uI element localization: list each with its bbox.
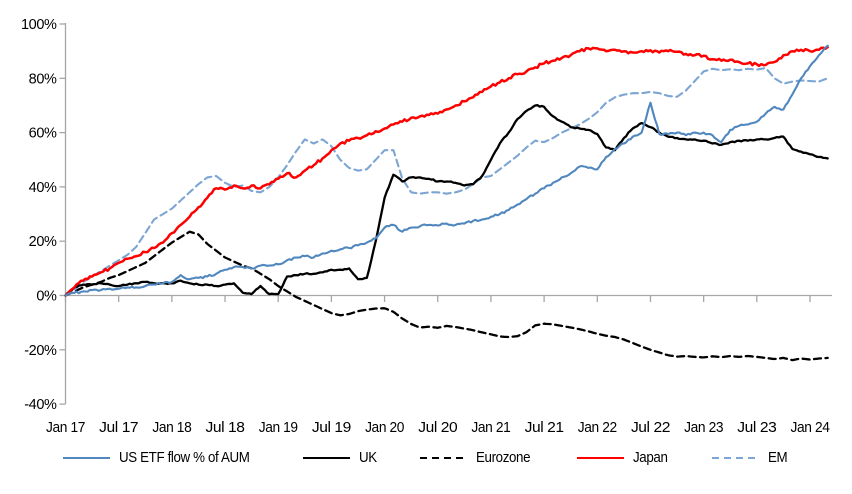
x-tick-label: Jul 17: [99, 420, 138, 436]
legend-label-eurozone: Eurozone: [475, 450, 531, 466]
x-tick-label: Jan 18: [152, 420, 191, 436]
legend-label-em: EM: [768, 450, 788, 466]
legend-line-uk: [302, 456, 350, 460]
x-tick-label: Jul 18: [206, 420, 245, 436]
series-line-em: [64, 66, 829, 297]
x-tick-label: Jan 23: [684, 420, 723, 436]
y-tick-label: 80%: [29, 71, 57, 87]
x-tick-label: Jan 20: [365, 420, 404, 436]
y-tick-label: 100%: [21, 17, 57, 33]
y-tick-label: 20%: [29, 234, 57, 250]
legend-line-japan: [576, 456, 624, 460]
y-tick-label: 0%: [36, 289, 57, 305]
x-tick-label: Jul 21: [525, 420, 564, 436]
series-line-us-etf-flow-of-aum: [64, 44, 829, 297]
y-tick-label: -40%: [24, 397, 57, 413]
legend-label-uk: UK: [358, 450, 377, 466]
x-tick-label: Jan 24: [791, 420, 830, 436]
x-tick-label: Jan 17: [46, 420, 85, 436]
x-tick-label: Jul 19: [312, 420, 351, 436]
x-tick-label: Jul 23: [737, 420, 776, 436]
legend-label-japan: Japan: [632, 450, 668, 466]
legend: US ETF flow % of AUM UK Eurozone Japan E…: [0, 450, 852, 466]
series-line-japan: [64, 45, 829, 297]
x-tick-label: Jan 22: [578, 420, 617, 436]
plot-area: 100% 80% 60% 40% 20% 0% -20% -40% Jan 17 Jul 17 Ja…: [21, 17, 832, 436]
y-tick-label: -20%: [24, 343, 57, 359]
legend-line-us: [62, 456, 110, 460]
series-line-eurozone: [64, 230, 829, 362]
legend-item-em: EM: [712, 450, 789, 466]
x-tick-label: Jan 19: [259, 420, 298, 436]
x-tick-label: Jan 21: [471, 420, 510, 436]
legend-item-eurozone: Eurozone: [419, 450, 535, 466]
x-tick-label: Jul 20: [418, 420, 457, 436]
legend-line-eurozone: [419, 456, 467, 460]
legend-item-japan: Japan: [576, 450, 671, 466]
legend-line-em: [712, 456, 760, 460]
legend-item-uk: UK: [302, 450, 378, 466]
series-line-uk: [64, 104, 829, 297]
y-tick-label: 60%: [29, 126, 57, 142]
y-tick-label: 40%: [29, 180, 57, 196]
legend-label-us: US ETF flow % of AUM: [118, 450, 250, 466]
legend-item-us: US ETF flow % of AUM: [62, 450, 261, 466]
x-tick-label: Jul 22: [631, 420, 670, 436]
